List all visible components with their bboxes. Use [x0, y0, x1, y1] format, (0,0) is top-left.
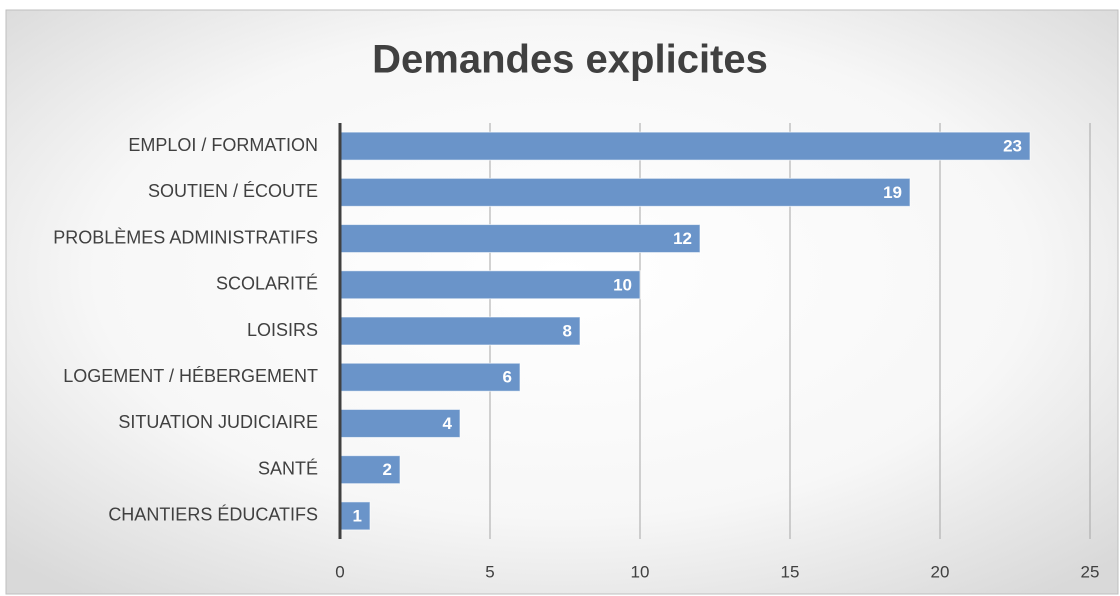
- x-tick-label: 10: [631, 562, 650, 581]
- data-label: 19: [883, 183, 902, 202]
- bar: [339, 362, 521, 392]
- y-tick-label: SCOLARITÉ: [216, 274, 318, 294]
- bar: [339, 455, 401, 485]
- x-tick-label: 15: [781, 562, 800, 581]
- chart-title: Demandes explicites: [372, 38, 768, 82]
- data-label: 6: [503, 368, 512, 387]
- data-label: 12: [673, 229, 692, 248]
- data-label: 8: [563, 321, 572, 340]
- x-tick-label: 25: [1081, 562, 1100, 581]
- data-label: 10: [613, 275, 632, 294]
- bar: [339, 316, 581, 346]
- x-tick-label: 5: [485, 562, 494, 581]
- bar: [339, 224, 701, 254]
- chart-background: [5, 9, 1119, 595]
- data-label: 1: [353, 506, 362, 525]
- y-tick-label: SITUATION JUDICIAIRE: [118, 412, 318, 432]
- y-tick-label: LOGEMENT / HÉBERGEMENT: [63, 366, 318, 386]
- y-tick-label: CHANTIERS ÉDUCATIFS: [108, 505, 318, 525]
- y-tick-label: SANTÉ: [258, 458, 318, 478]
- data-label: 23: [1003, 137, 1022, 156]
- data-label: 2: [383, 460, 392, 479]
- bar: [339, 131, 1031, 161]
- y-tick-label: LOISIRS: [247, 320, 318, 340]
- bar: [339, 270, 641, 300]
- bar: [339, 501, 371, 531]
- x-tick-label: 0: [335, 562, 344, 581]
- y-tick-label: PROBLÈMES ADMINISTRATIFS: [53, 227, 318, 247]
- y-tick-label: SOUTIEN / ÉCOUTE: [148, 181, 318, 201]
- x-tick-label: 20: [931, 562, 950, 581]
- data-label: 4: [443, 414, 453, 433]
- bar: [339, 177, 911, 207]
- y-tick-label: EMPLOI / FORMATION: [128, 135, 318, 155]
